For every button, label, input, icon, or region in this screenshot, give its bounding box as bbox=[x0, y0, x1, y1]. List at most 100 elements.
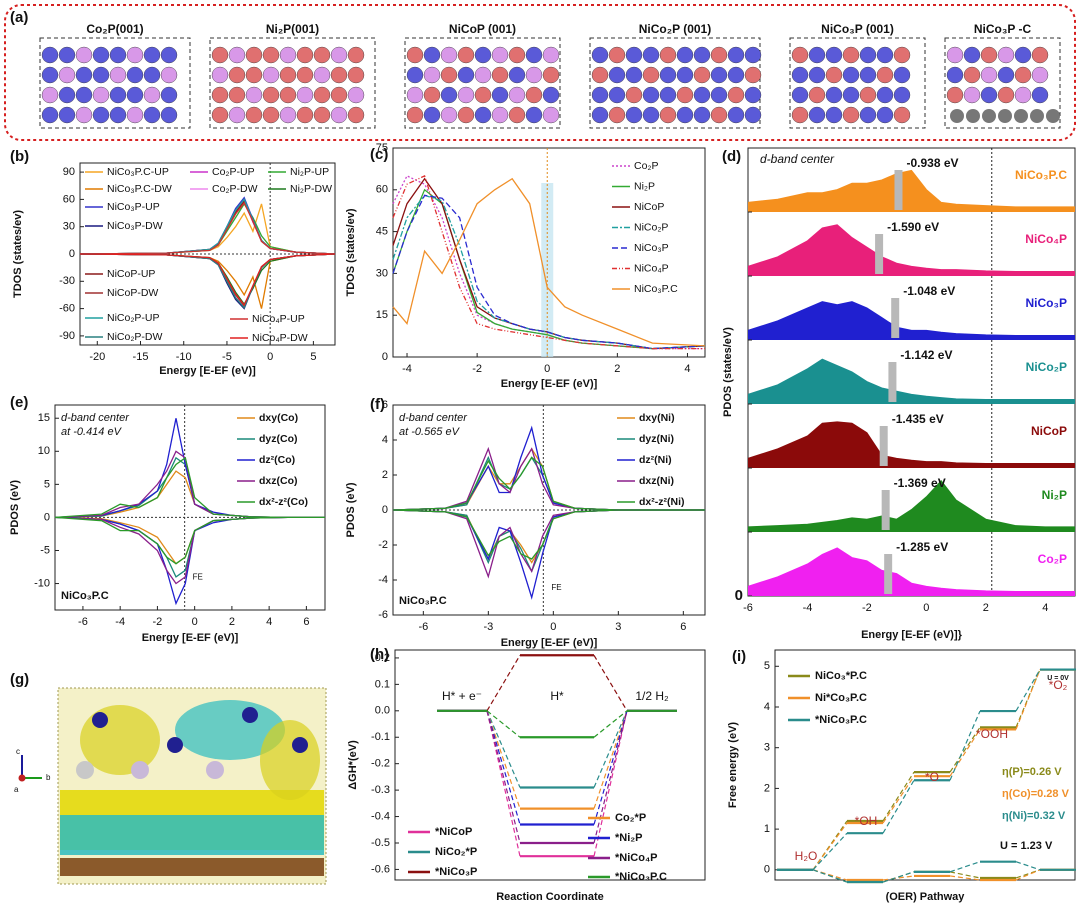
category-label: H* + e⁻ bbox=[442, 689, 482, 703]
y-tick-label: 0 bbox=[735, 587, 743, 604]
atom bbox=[963, 66, 981, 84]
legend-label: NiCo₃P.C-UP bbox=[107, 166, 169, 178]
atom bbox=[474, 106, 492, 124]
dos-curve bbox=[54, 456, 325, 519]
atom bbox=[160, 66, 178, 84]
legend-label: dxy(Co) bbox=[259, 412, 298, 424]
y-axis-label: ΔGH*(eV) bbox=[347, 740, 359, 790]
y-tick-label: -0.6 bbox=[371, 863, 390, 875]
x-tick-label: 0 bbox=[550, 621, 556, 633]
panel-label: (g) bbox=[10, 671, 29, 688]
y-tick-label: -0.3 bbox=[371, 784, 390, 796]
atom bbox=[440, 106, 458, 124]
x-tick-label: 2 bbox=[229, 616, 235, 628]
legend-label: Ni₂P-DW bbox=[290, 183, 332, 195]
atom bbox=[296, 86, 314, 104]
atom bbox=[167, 737, 183, 753]
atom bbox=[160, 106, 178, 124]
band-center-bar bbox=[881, 490, 890, 530]
category-label: *OH bbox=[855, 814, 878, 828]
y-tick-label: 15 bbox=[376, 309, 388, 321]
atom bbox=[143, 106, 161, 124]
atom bbox=[693, 106, 711, 124]
atom bbox=[859, 106, 877, 124]
atom bbox=[876, 86, 894, 104]
level-connector bbox=[486, 710, 521, 738]
legend-label: Ni₂P bbox=[634, 180, 655, 192]
y-tick-label: 6 bbox=[382, 399, 388, 411]
atom bbox=[744, 66, 762, 84]
atom bbox=[228, 86, 246, 104]
legend-label: *NiCo₃P.C bbox=[615, 871, 667, 883]
ridge-fill bbox=[748, 359, 1075, 404]
structure-box bbox=[209, 37, 376, 129]
level-connector bbox=[486, 654, 521, 712]
atom bbox=[525, 106, 543, 124]
atom bbox=[744, 46, 762, 64]
carbon-atom bbox=[950, 109, 964, 123]
annotation: U = 0V bbox=[1047, 675, 1069, 682]
atom bbox=[508, 86, 526, 104]
band-center-bar bbox=[875, 234, 884, 274]
legend-label: NiCo₃P bbox=[634, 242, 669, 254]
atom bbox=[1014, 86, 1032, 104]
y-axis-label: PDOS (states/eV) bbox=[722, 327, 734, 417]
level-connector bbox=[486, 710, 521, 844]
annotation: NiCo₃P.C bbox=[399, 595, 447, 607]
atom bbox=[625, 86, 643, 104]
atom bbox=[109, 86, 127, 104]
atom bbox=[211, 66, 229, 84]
level-connector bbox=[593, 710, 628, 788]
atom bbox=[211, 86, 229, 104]
dos-curve bbox=[79, 253, 336, 309]
atom bbox=[693, 86, 711, 104]
legend-label: *Ni₂P bbox=[615, 832, 643, 844]
x-tick-label: 3 bbox=[615, 621, 621, 633]
atom bbox=[491, 106, 509, 124]
level-connector bbox=[593, 710, 628, 844]
atom bbox=[457, 106, 475, 124]
x-axis-label: Energy [E-EF (eV)] bbox=[159, 365, 256, 377]
y-tick-label: 75 bbox=[376, 142, 388, 154]
isosurface-cyan bbox=[60, 815, 324, 855]
x-tick-label: 0 bbox=[267, 351, 273, 363]
level-connector bbox=[882, 779, 915, 834]
y-tick-label: 0.1 bbox=[375, 678, 390, 690]
y-tick-label: 1 bbox=[764, 823, 770, 835]
atom bbox=[876, 66, 894, 84]
dos-curve bbox=[392, 509, 705, 564]
atom bbox=[92, 86, 110, 104]
level-connector bbox=[949, 727, 981, 773]
band-center-label: -1.048 eV bbox=[903, 284, 955, 298]
atom bbox=[642, 86, 660, 104]
y-tick-label: 0.2 bbox=[375, 652, 390, 664]
atom bbox=[591, 66, 609, 84]
atom bbox=[893, 86, 911, 104]
atom bbox=[330, 46, 348, 64]
atom bbox=[143, 46, 161, 64]
band-center-label: -1.285 eV bbox=[896, 540, 948, 554]
atom bbox=[406, 86, 424, 104]
legend-label: *NiCoP bbox=[435, 826, 472, 838]
annotation: d-band center bbox=[61, 412, 130, 424]
annotation: d-band center bbox=[399, 412, 468, 424]
ridge-curve bbox=[747, 480, 1075, 528]
y-tick-label: 2 bbox=[382, 469, 388, 481]
x-tick-label: -4 bbox=[402, 363, 412, 375]
y-tick-label: -60 bbox=[59, 303, 75, 315]
dos-curve bbox=[392, 177, 706, 347]
x-tick-label: -20 bbox=[89, 351, 105, 363]
atom bbox=[608, 86, 626, 104]
legend-label: Co₂P-UP bbox=[212, 166, 255, 178]
legend-label: NiCo₂P-DW bbox=[107, 331, 162, 343]
legend-label: NiCoP-DW bbox=[107, 287, 158, 299]
atom bbox=[245, 86, 263, 104]
atom bbox=[542, 46, 560, 64]
atom bbox=[228, 106, 246, 124]
category-label: 1/2 H₂ bbox=[635, 689, 669, 703]
atom bbox=[228, 46, 246, 64]
axis-letter: a bbox=[14, 785, 19, 794]
x-tick-label: -6 bbox=[743, 602, 753, 614]
atom bbox=[41, 66, 59, 84]
